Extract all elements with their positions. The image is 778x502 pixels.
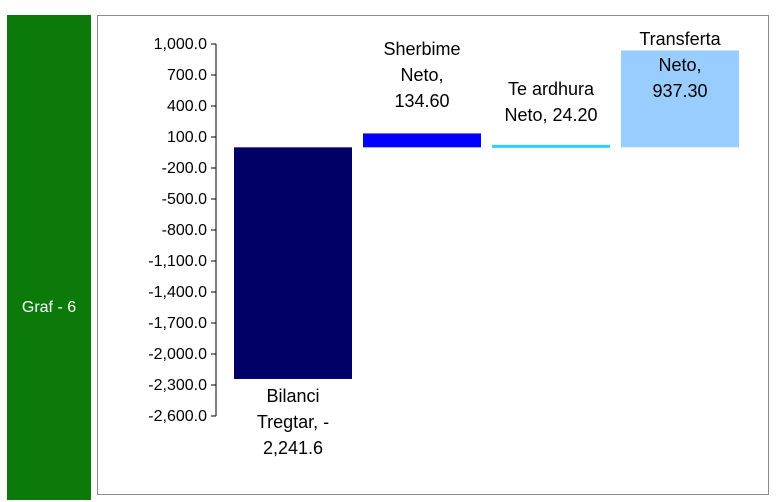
y-tick-label: 100.0 (167, 129, 207, 146)
bars (234, 50, 739, 379)
y-tick-label: -1,400.0 (148, 284, 207, 301)
data-label: Neto, 24.20 (504, 105, 597, 125)
y-tick-label: -200.0 (162, 160, 207, 177)
y-tick-label: -2,600.0 (148, 408, 207, 425)
y-tick-label: -500.0 (162, 191, 207, 208)
y-tick-label: -1,700.0 (148, 315, 207, 332)
bar-te-ardhura-neto (492, 144, 610, 148)
bar-bilanci-tregtar (234, 147, 352, 379)
data-label: Tregtar, - (257, 412, 329, 432)
data-label: Sherbime (383, 39, 460, 59)
y-tick-label: -800.0 (162, 222, 207, 239)
data-label: Neto, (658, 55, 701, 75)
bar-chart: 1,000.0 700.0 400.0 100.0 -200.0 -500.0 -800.0… (148, 29, 739, 458)
y-tick-label: -1,100.0 (148, 253, 207, 270)
bar-transferta-neto (621, 50, 739, 148)
data-label: Te ardhura (508, 79, 595, 99)
y-tick-label: 1,000.0 (154, 36, 207, 53)
data-label: Neto, (400, 65, 443, 85)
side-label: Graf - 6 (21, 299, 77, 316)
y-tick-label: 400.0 (167, 98, 207, 115)
y-tick-label: -2,300.0 (148, 377, 207, 394)
y-tick-label: 700.0 (167, 67, 207, 84)
side-label-bar: Graf - 6 (7, 15, 91, 500)
bar-sherbime-neto (363, 133, 481, 148)
data-labels: Bilanci Tregtar, - 2,241.6 Sherbime Neto, 134… (257, 29, 722, 458)
y-axis: 1,000.0 700.0 400.0 100.0 -200.0 -500.0 -800.0… (148, 36, 217, 425)
chart-frame: 1,000.0 700.0 400.0 100.0 -200.0 -500.0 -800.0… (97, 15, 769, 495)
data-label: 937.30 (652, 81, 707, 101)
data-label: Transferta (639, 29, 721, 49)
data-label: Bilanci (266, 386, 319, 406)
data-label: 2,241.6 (263, 438, 323, 458)
y-tick-label: -2,000.0 (148, 346, 207, 363)
data-label: 134.60 (394, 91, 449, 111)
